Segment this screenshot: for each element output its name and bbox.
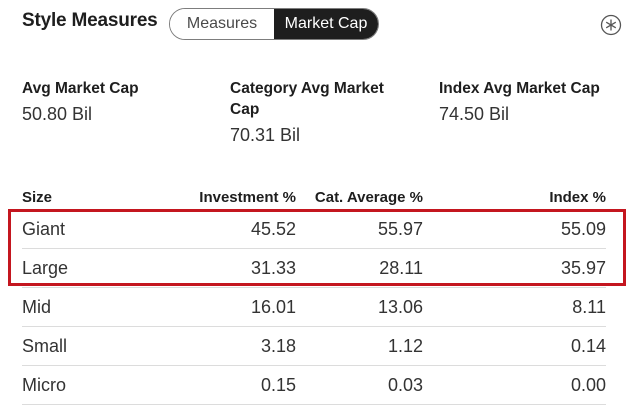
size-cell: Mid	[22, 296, 52, 317]
investment-cell: 45.52	[250, 218, 296, 239]
avg-market-cap: Avg Market Cap 50.80 Bil	[22, 78, 212, 127]
investment-cell: 3.18	[260, 335, 296, 356]
column-header-cat-average: Cat. Average %	[314, 188, 423, 206]
cat-average-cell: 28.11	[379, 257, 423, 278]
size-cell: Giant	[22, 218, 66, 239]
metric-value: 70.31 Bil	[230, 125, 301, 145]
market-cap-summary: Avg Market Cap 50.80 Bil Category Avg Ma…	[22, 78, 622, 158]
index-avg-market-cap: Index Avg Market Cap 74.50 Bil	[439, 78, 622, 127]
style-measures-header: Style Measures Measures Market Cap	[22, 0, 622, 48]
table-row: Small 3.18 1.12 0.14	[22, 327, 606, 366]
measures-market-cap-toggle: Measures Market Cap	[169, 8, 379, 40]
cat-average-cell: 0.03	[387, 374, 423, 395]
index-cell: 0.00	[570, 374, 606, 395]
size-cell: Large	[22, 257, 69, 278]
metric-value: 50.80 Bil	[22, 104, 93, 124]
index-cell: 8.11	[572, 296, 606, 317]
index-cell: 55.09	[560, 218, 606, 239]
column-header-investment: Investment %	[199, 188, 296, 206]
index-cell: 35.97	[560, 257, 606, 278]
tab-measures[interactable]: Measures	[170, 9, 274, 39]
table-row: Micro 0.15 0.03 0.00	[22, 366, 606, 405]
investment-cell: 31.33	[250, 257, 296, 278]
cat-average-cell: 13.06	[377, 296, 423, 317]
size-cell: Small	[22, 335, 68, 356]
market-cap-table: Size Investment % Cat. Average % Index %…	[22, 185, 606, 405]
settings-icon[interactable]	[600, 14, 622, 36]
cat-average-cell: 55.97	[377, 218, 423, 239]
metric-label: Avg Market Cap	[22, 80, 139, 97]
table-row: Mid 16.01 13.06 8.11	[22, 288, 606, 327]
table-row: Giant 45.52 55.97 55.09	[22, 210, 606, 249]
metric-label: Category Avg Market Cap	[230, 80, 384, 118]
column-header-index: Index %	[549, 188, 606, 206]
column-header-size: Size	[22, 188, 53, 206]
metric-value: 74.50 Bil	[439, 104, 510, 124]
cat-average-cell: 1.12	[387, 335, 423, 356]
investment-cell: 0.15	[260, 374, 296, 395]
table-header-row: Size Investment % Cat. Average % Index %	[22, 185, 606, 210]
tab-market-cap[interactable]: Market Cap	[274, 9, 378, 39]
category-avg-market-cap: Category Avg Market Cap 70.31 Bil	[230, 78, 410, 148]
section-title: Style Measures	[22, 10, 158, 31]
size-cell: Micro	[22, 374, 66, 395]
index-cell: 0.14	[570, 335, 606, 356]
metric-label: Index Avg Market Cap	[439, 80, 600, 97]
investment-cell: 16.01	[250, 296, 296, 317]
table-row: Large 31.33 28.11 35.97	[22, 249, 606, 288]
